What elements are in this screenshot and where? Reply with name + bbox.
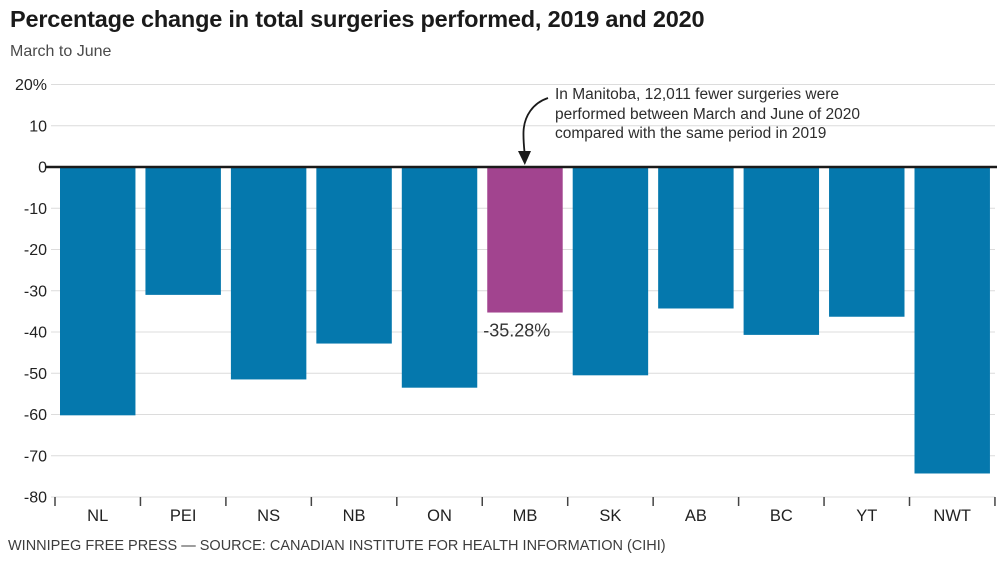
annotation-line-2: performed between March and June of 2020: [555, 105, 861, 123]
chart-subtitle: March to June: [10, 43, 112, 60]
y-axis-label--20: -20: [24, 242, 47, 259]
highlight-value-label: -35.28%: [483, 321, 550, 341]
bar-sk: [572, 167, 649, 376]
y-axis-label-20: 20%: [15, 77, 47, 94]
bar-pei: [145, 167, 221, 295]
bar-mb: [487, 167, 563, 313]
y-axis-label--80: -80: [24, 490, 47, 507]
x-axis-label-ab: AB: [685, 507, 707, 525]
x-axis-label-nwt: NWT: [933, 507, 971, 525]
bar-nl: [60, 167, 136, 416]
x-axis-label-mb: MB: [513, 507, 538, 525]
y-axis-label-10: 10: [29, 118, 47, 135]
x-axis-label-ns: NS: [257, 507, 280, 525]
bar-ns: [230, 167, 307, 380]
bar-yt: [829, 167, 905, 317]
y-axis-label--10: -10: [24, 201, 47, 218]
y-axis-label--70: -70: [24, 448, 47, 465]
annotation-arrow: [522, 97, 549, 153]
x-axis-label-nl: NL: [87, 507, 108, 525]
x-axis-label-nb: NB: [343, 507, 366, 525]
x-axis-label-sk: SK: [599, 507, 621, 525]
annotation-line-3: compared with the same period in 2019: [555, 125, 827, 142]
bar-on: [401, 167, 478, 388]
y-axis-label--60: -60: [24, 407, 47, 424]
y-axis-label--30: -30: [24, 283, 47, 300]
y-axis-label--50: -50: [24, 366, 47, 383]
x-axis-label-on: ON: [427, 507, 452, 525]
bar-ab: [658, 167, 734, 309]
annotation-arrowhead: [518, 151, 531, 165]
bar-nb: [316, 167, 392, 344]
annotation-line-1: In Manitoba, 12,011 fewer surgeries were: [555, 86, 840, 103]
x-axis-label-yt: YT: [856, 507, 877, 525]
bar-bc: [743, 167, 820, 335]
chart-title: Percentage change in total surgeries per…: [10, 6, 705, 32]
y-axis-label--40: -40: [24, 325, 47, 342]
y-axis-label-0: 0: [38, 160, 47, 177]
x-axis-label-pei: PEI: [170, 507, 197, 525]
annotation-text: In Manitoba, 12,011 fewer surgeries were…: [555, 85, 860, 144]
bar-nwt: [914, 167, 990, 474]
x-axis-label-bc: BC: [770, 507, 793, 525]
source-credit: WINNIPEG FREE PRESS — SOURCE: CANADIAN I…: [8, 538, 666, 554]
